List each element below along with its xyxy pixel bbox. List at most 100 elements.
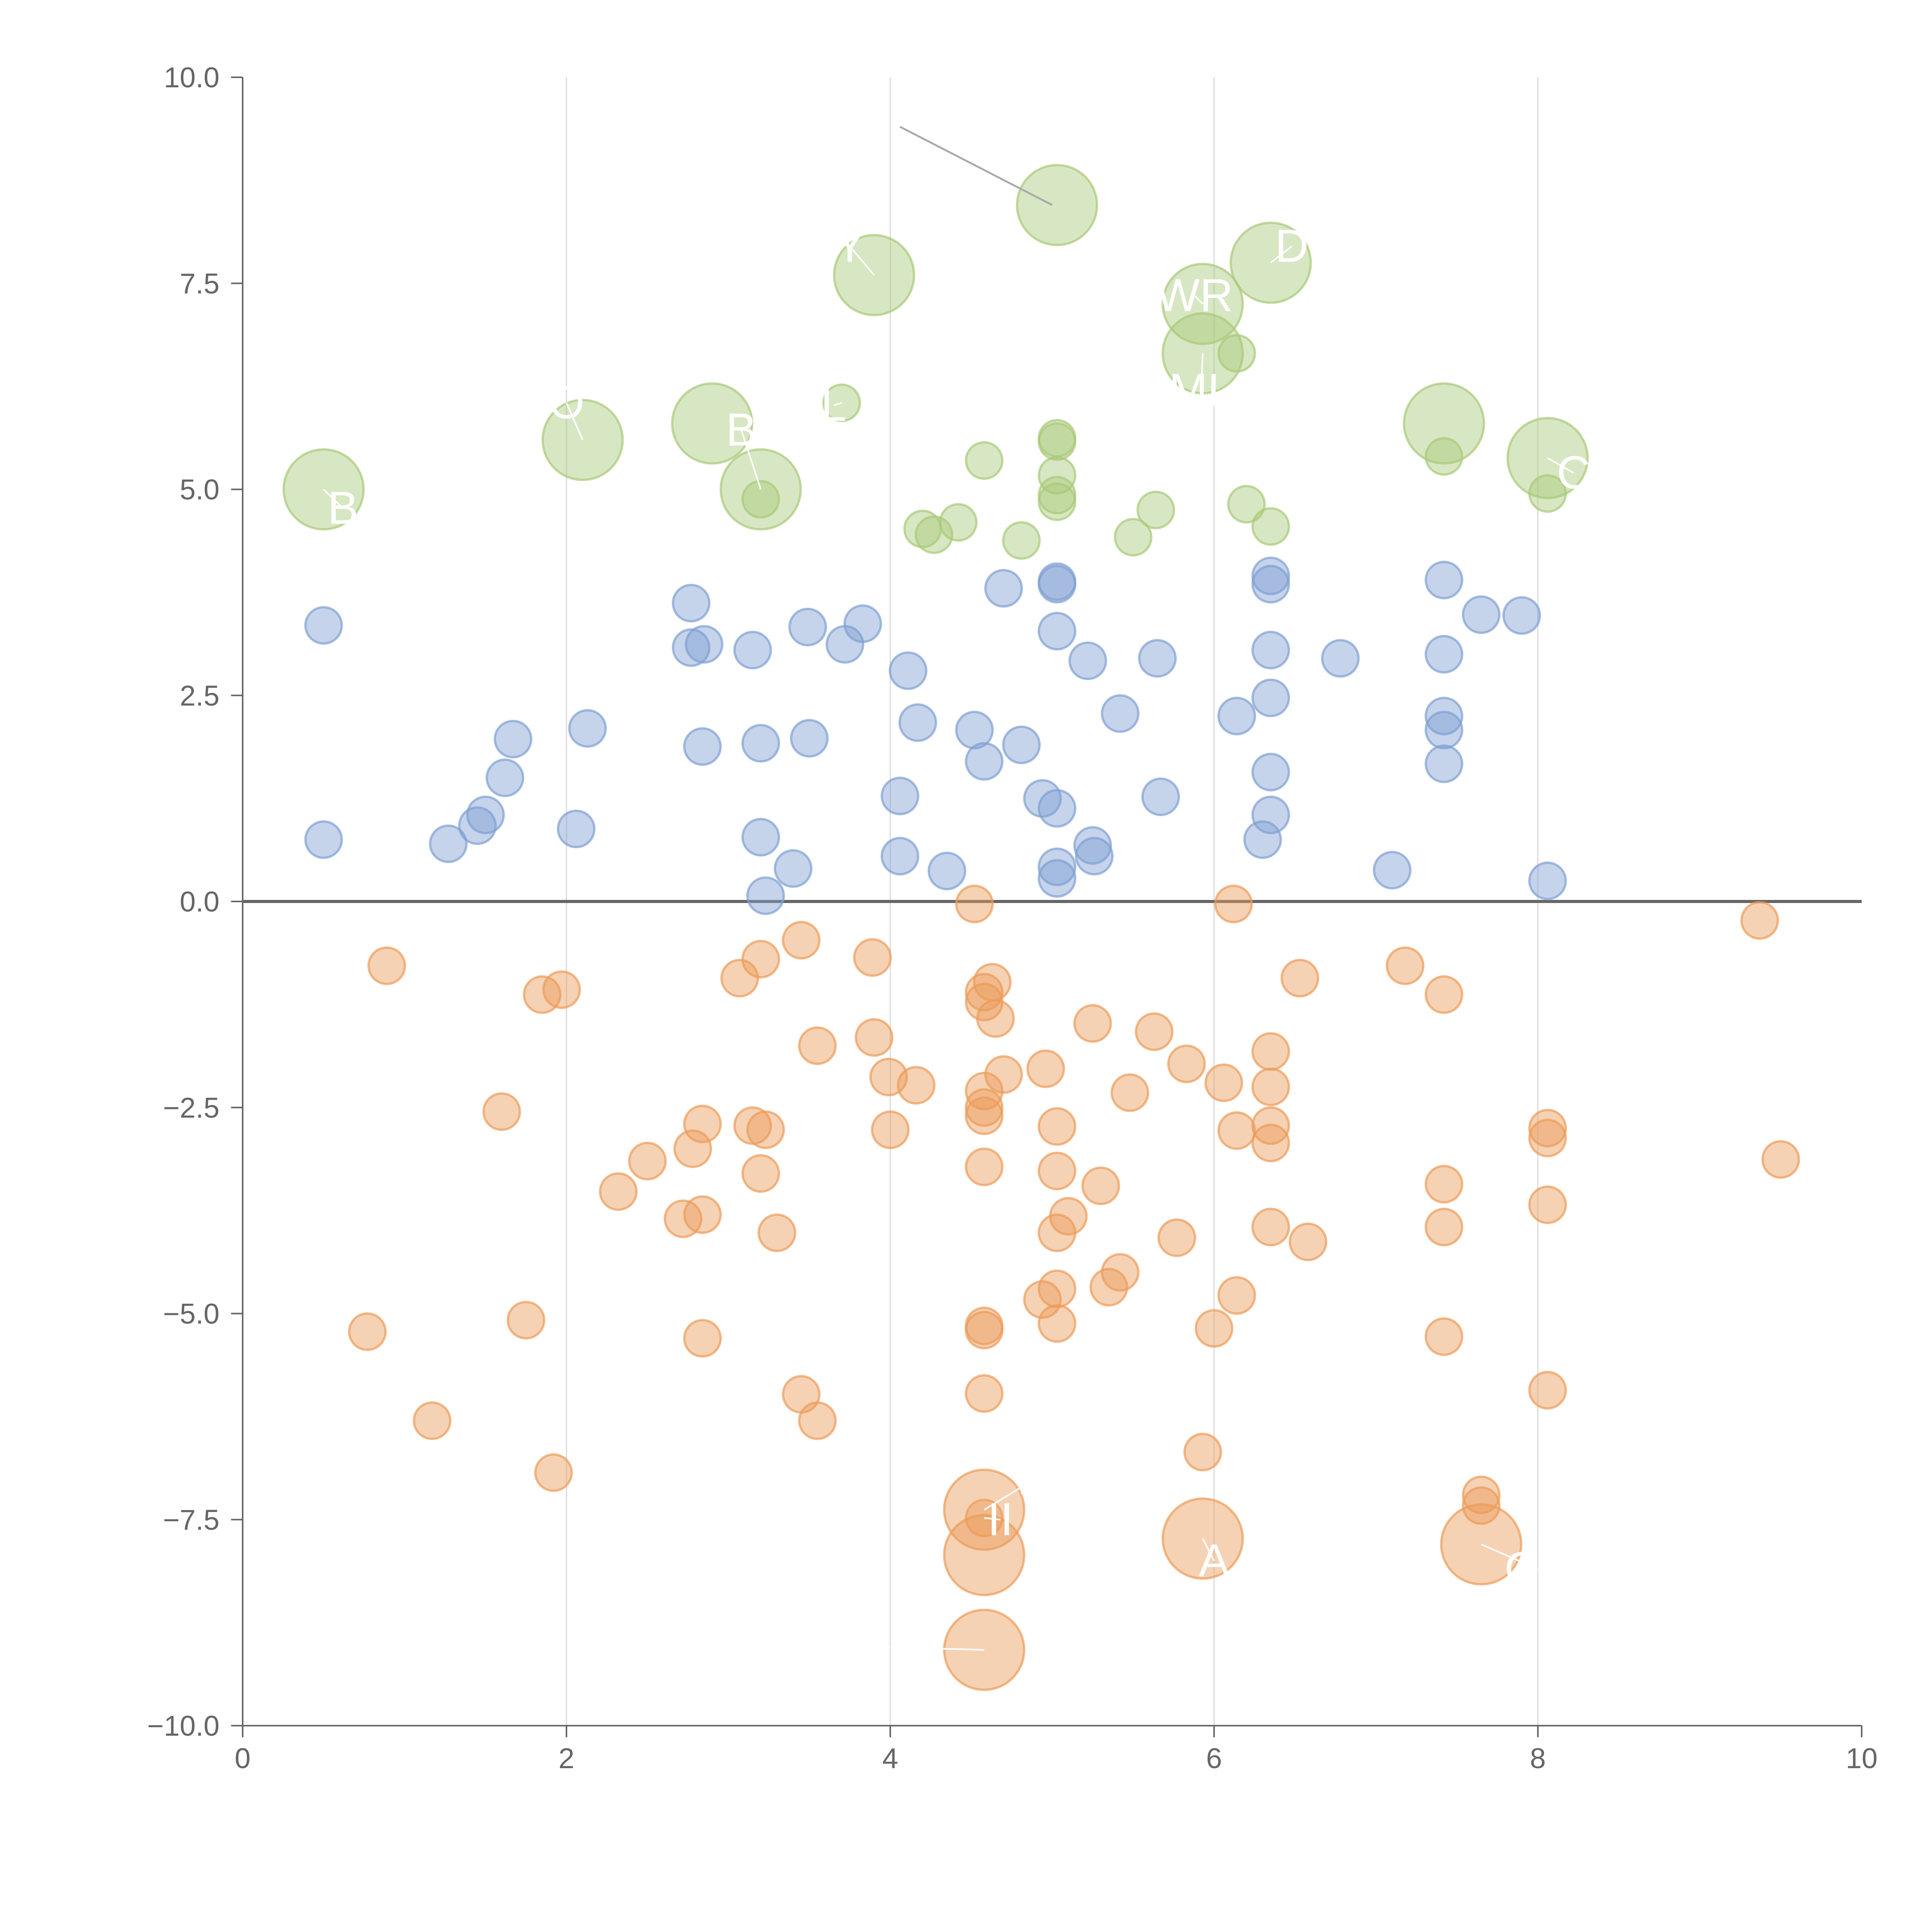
orange-point	[348, 1312, 387, 1351]
green-point	[1424, 437, 1463, 476]
green-point	[1528, 474, 1567, 513]
green-point	[1251, 507, 1290, 546]
y-tick-label: 2.5	[180, 680, 219, 712]
y-tick-label: 0.0	[180, 886, 219, 918]
orange-point	[746, 1110, 785, 1149]
blue-point	[1502, 596, 1541, 635]
blue-point	[927, 852, 966, 891]
x-tick-label: 0	[235, 1742, 250, 1774]
point-label: A	[1199, 1534, 1230, 1586]
blue-point	[304, 606, 343, 645]
orange-point	[1217, 1276, 1256, 1315]
orange-point	[965, 1096, 1004, 1135]
y-tick-label: 10.0	[164, 61, 219, 94]
point-label: D	[1275, 220, 1309, 272]
orange-point	[1037, 1304, 1077, 1343]
label-connector	[833, 402, 842, 406]
blue-point	[955, 711, 994, 750]
orange-point	[741, 940, 780, 979]
orange-point	[1740, 901, 1779, 940]
blue-point	[493, 719, 532, 759]
label-connector	[1200, 353, 1204, 391]
blue-point	[898, 703, 937, 742]
blue-point	[1037, 789, 1077, 828]
blue-point	[881, 837, 920, 876]
label-connector	[566, 402, 583, 440]
orange-point	[367, 946, 406, 985]
blue-point	[1138, 639, 1177, 678]
blue-point	[1100, 694, 1139, 733]
green-point	[1037, 482, 1077, 521]
orange-point	[1251, 1208, 1290, 1247]
green-point	[1016, 164, 1098, 247]
blue-point	[1424, 744, 1463, 783]
orange-point	[1026, 1049, 1065, 1088]
point-label: B	[726, 404, 757, 456]
orange-point	[1217, 1111, 1256, 1150]
orange-point	[1183, 1432, 1222, 1471]
blue-point	[1068, 641, 1107, 680]
leader-line	[899, 126, 1053, 206]
orange-point	[1100, 1253, 1139, 1292]
label-connector	[1202, 1538, 1215, 1561]
blue-point	[1372, 850, 1412, 889]
orange-point	[1049, 1197, 1088, 1236]
point-label: WR	[1156, 269, 1233, 321]
orange-point	[1528, 1185, 1567, 1224]
orange-point	[507, 1301, 546, 1340]
orange-point	[976, 999, 1015, 1038]
blue-point	[429, 824, 468, 863]
orange-point	[1157, 1218, 1196, 1257]
orange-point	[965, 1311, 1004, 1350]
point-label: II	[988, 1493, 1014, 1545]
blue-point	[1251, 796, 1290, 835]
data-points	[282, 164, 1800, 1691]
blue-point	[1073, 826, 1112, 865]
blue-point	[1037, 565, 1077, 604]
orange-point	[1037, 1151, 1077, 1190]
x-tick-label: 8	[1530, 1742, 1546, 1774]
green-point	[1037, 456, 1077, 495]
axes	[231, 77, 1862, 1737]
leader-lines	[323, 126, 1574, 1651]
orange-point	[1289, 1222, 1328, 1261]
blue-point	[1141, 777, 1180, 816]
orange-point	[663, 1199, 702, 1238]
green-point	[1403, 382, 1485, 465]
label-connector	[1547, 457, 1574, 474]
blue-point	[1424, 697, 1463, 736]
point-label: EX	[859, 1621, 921, 1673]
blue-point	[1075, 837, 1114, 876]
blue-point	[1243, 820, 1282, 859]
blue-point	[774, 849, 813, 888]
blue-point	[1251, 679, 1290, 718]
green-point	[671, 382, 753, 465]
green-point	[741, 480, 780, 519]
blue-point	[1424, 635, 1463, 674]
orange-point	[871, 1110, 910, 1149]
orange-point	[897, 1066, 936, 1105]
blue-point	[1251, 556, 1290, 595]
point-label: C	[1557, 447, 1590, 498]
orange-point	[798, 1401, 837, 1440]
blue-point	[881, 776, 920, 815]
orange-point	[798, 1026, 837, 1065]
orange-point	[973, 963, 1012, 1002]
orange-point	[1037, 1107, 1077, 1146]
blue-point	[843, 604, 882, 643]
green-point	[1114, 518, 1153, 557]
orange-point	[1761, 1140, 1800, 1179]
orange-point	[1424, 1317, 1463, 1356]
orange-point	[943, 1514, 1026, 1596]
label-connector	[1194, 295, 1204, 304]
orange-point	[1528, 1371, 1567, 1410]
blue-point	[1424, 711, 1463, 750]
orange-point	[757, 1213, 796, 1252]
blue-point	[1424, 561, 1463, 600]
orange-point	[1037, 1269, 1077, 1308]
green-point	[915, 515, 954, 554]
green-point	[1227, 485, 1266, 524]
